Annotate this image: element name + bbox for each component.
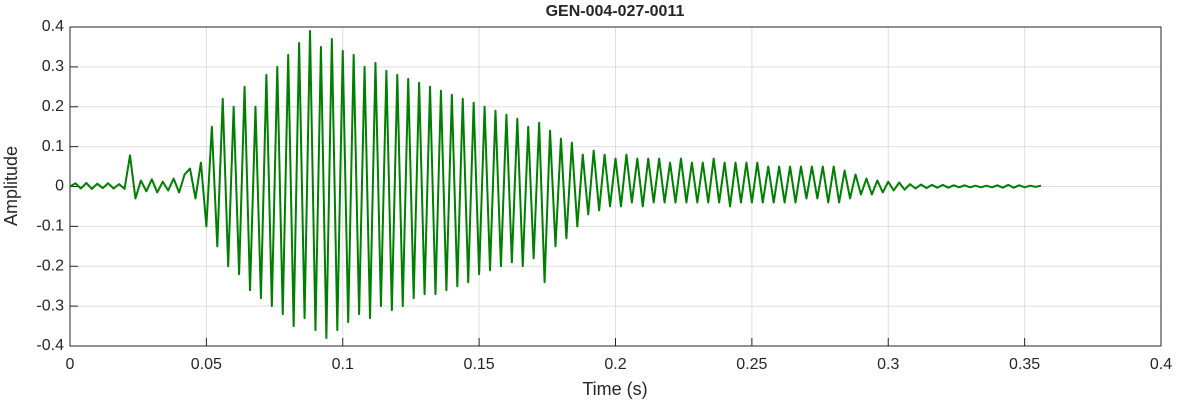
y-tick-label: -0.1 — [36, 218, 64, 235]
y-axis-label: Amplitude — [1, 146, 21, 226]
x-tick-label: 0.2 — [604, 356, 626, 373]
y-tick-label: 0.4 — [42, 18, 64, 35]
y-tick-label: -0.3 — [36, 297, 64, 314]
y-tick-label: 0.2 — [42, 98, 64, 115]
x-tick-label: 0.3 — [877, 356, 899, 373]
x-axis-label: Time (s) — [582, 379, 647, 399]
x-tick-label: 0.05 — [191, 356, 222, 373]
x-tick-label: 0.1 — [332, 356, 354, 373]
y-tick-label: -0.2 — [36, 257, 64, 274]
x-tick-label: 0.25 — [736, 356, 767, 373]
y-tick-label: 0.1 — [42, 138, 64, 155]
x-tick-label: 0.15 — [464, 356, 495, 373]
x-tick-label: 0.4 — [1150, 356, 1172, 373]
x-tick-label: 0.35 — [1009, 356, 1040, 373]
y-tick-label: 0.3 — [42, 58, 64, 75]
y-tick-label: 0 — [55, 178, 64, 195]
x-tick-label: 0 — [66, 356, 75, 373]
waveform-line — [69, 29, 1042, 340]
chart-title: GEN-004-027-0011 — [546, 3, 685, 20]
y-tick-label: -0.4 — [36, 337, 64, 354]
